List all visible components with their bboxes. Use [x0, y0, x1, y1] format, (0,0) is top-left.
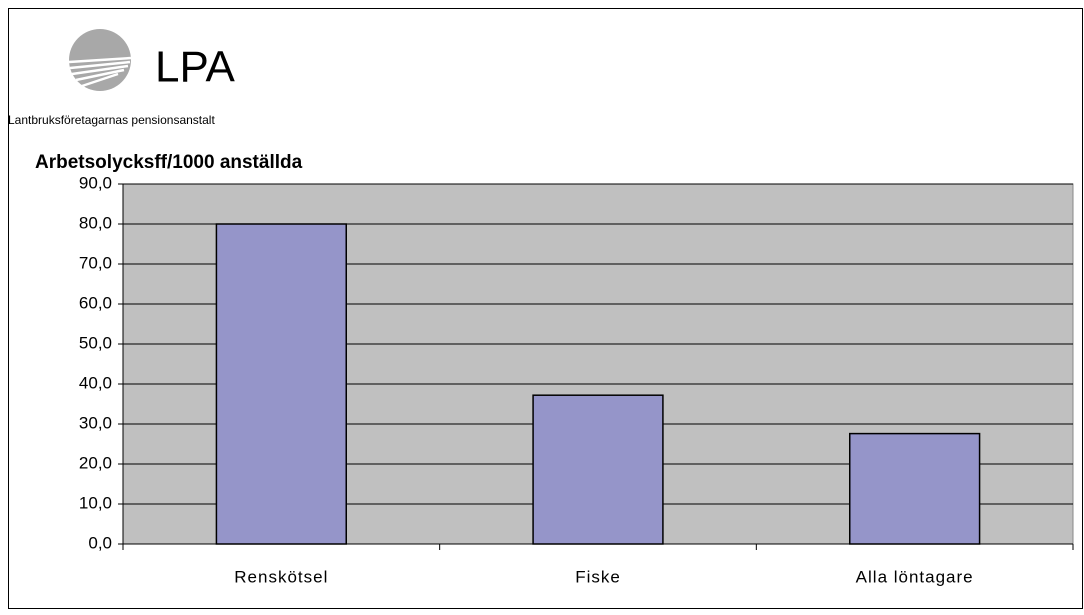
- y-tick-label: 50,0: [79, 333, 112, 352]
- logo-mark: [68, 29, 132, 91]
- y-tick-label: 80,0: [79, 213, 112, 232]
- bar: [215, 223, 347, 545]
- y-tick-label: 10,0: [79, 493, 112, 512]
- y-tick-label: 90,0: [79, 173, 112, 192]
- y-tick-label: 70,0: [79, 253, 112, 272]
- y-tick-label: 30,0: [79, 413, 112, 432]
- bar: [849, 432, 981, 545]
- logo-tagline: Lantbruksföretagarnas pensionsanstalt: [8, 113, 215, 127]
- y-tick-label: 20,0: [79, 453, 112, 472]
- x-tick-label: Renskötsel: [234, 567, 328, 586]
- y-tick-label: 0,0: [88, 533, 112, 552]
- x-tick-label: Fiske: [575, 567, 621, 586]
- chart-title: Arbetsolycksff/1000 anställda: [35, 152, 303, 173]
- bar: [532, 394, 664, 545]
- y-tick-label: 40,0: [79, 373, 112, 392]
- logo-name: LPA: [155, 43, 236, 92]
- y-tick-label: 60,0: [79, 293, 112, 312]
- x-tick-label: Alla löntagare: [856, 567, 974, 586]
